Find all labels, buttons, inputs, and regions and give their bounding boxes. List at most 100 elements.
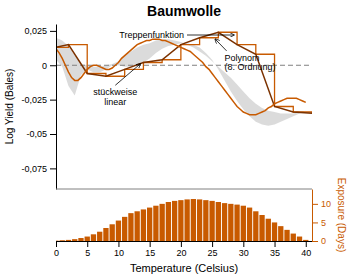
annotations: Treppenfunktion stückweiselinear Polynom(8… [93, 30, 275, 107]
bar [60, 240, 65, 241]
x-axis-tick-label: 40 [301, 248, 311, 258]
bar [253, 211, 258, 241]
y-axis-tick-label: -0,025 [21, 95, 47, 105]
bar [303, 240, 308, 241]
bar [85, 237, 90, 241]
bar [110, 224, 115, 241]
x-axis-tick-label: 10 [114, 248, 124, 258]
annotation: Polynom(8. Ordnung) [225, 53, 276, 73]
y-axis-right-tick: 0 [312, 236, 326, 246]
bar [147, 208, 152, 241]
x-axis-title: Temperature (Celsius) [130, 262, 238, 274]
y-axis-tick: 0,025 [24, 26, 56, 36]
bar [178, 200, 183, 241]
x-axis-tick: 15 [145, 241, 155, 258]
y-axis-tick-mark [50, 134, 56, 135]
bar [266, 219, 271, 241]
y-axis-tick-mark [50, 168, 56, 169]
y-axis-right-tick: 5 [312, 218, 326, 228]
x-axis-tick-mark [150, 241, 151, 247]
bar [272, 222, 277, 241]
x-axis-tick: 20 [176, 241, 186, 258]
chart-svg: 0,025 0 -0,025 -0,05 -0,075 Baumwolle Log Yiel… [0, 0, 352, 277]
y-axis-tick: 0 [42, 61, 56, 71]
step-line [56, 32, 312, 113]
x-axis-tick-label: 35 [270, 248, 280, 258]
y-axis-right: 0 5 10 [312, 190, 331, 247]
bar-plot-area [56, 199, 308, 241]
annotation-line: (8. Ordnung) [225, 62, 276, 72]
x-axis-tick-mark [56, 241, 57, 247]
x-axis-tick-label: 25 [208, 248, 218, 258]
annotation-arrow [115, 64, 140, 85]
x-axis-tick-mark [212, 241, 213, 247]
bar [159, 204, 164, 241]
bar [103, 228, 108, 241]
bar [247, 208, 252, 241]
y-axis-right-tick-mark [312, 222, 318, 223]
bar [135, 211, 140, 241]
y-axis-right-tick-label: 0 [321, 236, 326, 246]
bar [72, 239, 77, 241]
bar [291, 234, 296, 241]
main-panel: 0,025 0 -0,025 -0,05 -0,075 Baumwolle Log Yiel… [4, 3, 313, 190]
bar-panel: 05101520253035400510Temperature (Celsius… [53, 178, 346, 274]
bar [141, 209, 146, 241]
annotation-arrow [215, 39, 226, 51]
x-axis-tick-label: 15 [145, 248, 155, 258]
y-axis-right-tick-mark [312, 204, 318, 205]
bar [97, 232, 102, 241]
bar [166, 202, 171, 241]
x-axis-tick-mark [275, 241, 276, 247]
panel-divider [56, 189, 312, 190]
y-axis-title: Log Yield (Bales) [4, 69, 15, 145]
annotation-line: stückweise [93, 87, 137, 97]
y-axis-tick-label: 0,025 [24, 26, 47, 36]
x-axis-tick-mark [306, 241, 307, 247]
x-axis: 0510152025303540 [54, 241, 313, 258]
bar [153, 206, 158, 241]
bar [203, 200, 208, 241]
y-axis-right-tick-mark [312, 241, 318, 242]
bar [284, 230, 289, 241]
bar [278, 226, 283, 241]
line [56, 32, 312, 113]
y-axis-tick: -0,075 [21, 164, 56, 174]
bar [184, 199, 189, 241]
y-axis-tick: -0,05 [26, 129, 56, 139]
chart-container: 0,025 0 -0,025 -0,05 -0,075 Baumwolle Log Yiel… [0, 0, 352, 277]
bar [116, 221, 121, 241]
x-axis-tick-mark [181, 241, 182, 247]
annotation-line: Polynom [225, 53, 260, 63]
y-axis-line [56, 25, 57, 190]
y-axis-tick-label: -0,05 [26, 129, 47, 139]
bar [259, 215, 264, 241]
bar [297, 237, 302, 241]
bar [78, 238, 83, 241]
y-axis-tick-mark [50, 100, 56, 101]
bar [172, 201, 177, 241]
bar [128, 213, 133, 241]
y-axis-right-tick-label: 10 [321, 199, 331, 209]
annotation: stückweiselinear [93, 87, 137, 107]
y-axis: 0,025 0 -0,025 -0,05 -0,075 [21, 25, 56, 190]
x-axis-tick-label: 5 [85, 248, 90, 258]
bar [91, 234, 96, 241]
chart-title: Baumwolle [147, 3, 221, 19]
x-axis-tick: 30 [239, 241, 249, 258]
bar [241, 206, 246, 241]
y-axis-tick-label: -0,075 [21, 164, 47, 174]
annotation-arrow [187, 35, 234, 36]
x-axis-tick: 5 [85, 241, 90, 258]
x-axis-tick-mark [118, 241, 119, 247]
annotation: Treppenfunktion [119, 30, 184, 40]
y-axis-right-title: Exposure (Days) [336, 178, 347, 252]
bar [228, 204, 233, 241]
y-axis-tick-label: 0 [42, 61, 47, 71]
bar [122, 217, 127, 241]
bar [66, 240, 71, 241]
x-axis-tick-label: 30 [239, 248, 249, 258]
x-axis-tick-mark [87, 241, 88, 247]
bar [234, 205, 239, 241]
x-axis-tick: 10 [114, 241, 124, 258]
